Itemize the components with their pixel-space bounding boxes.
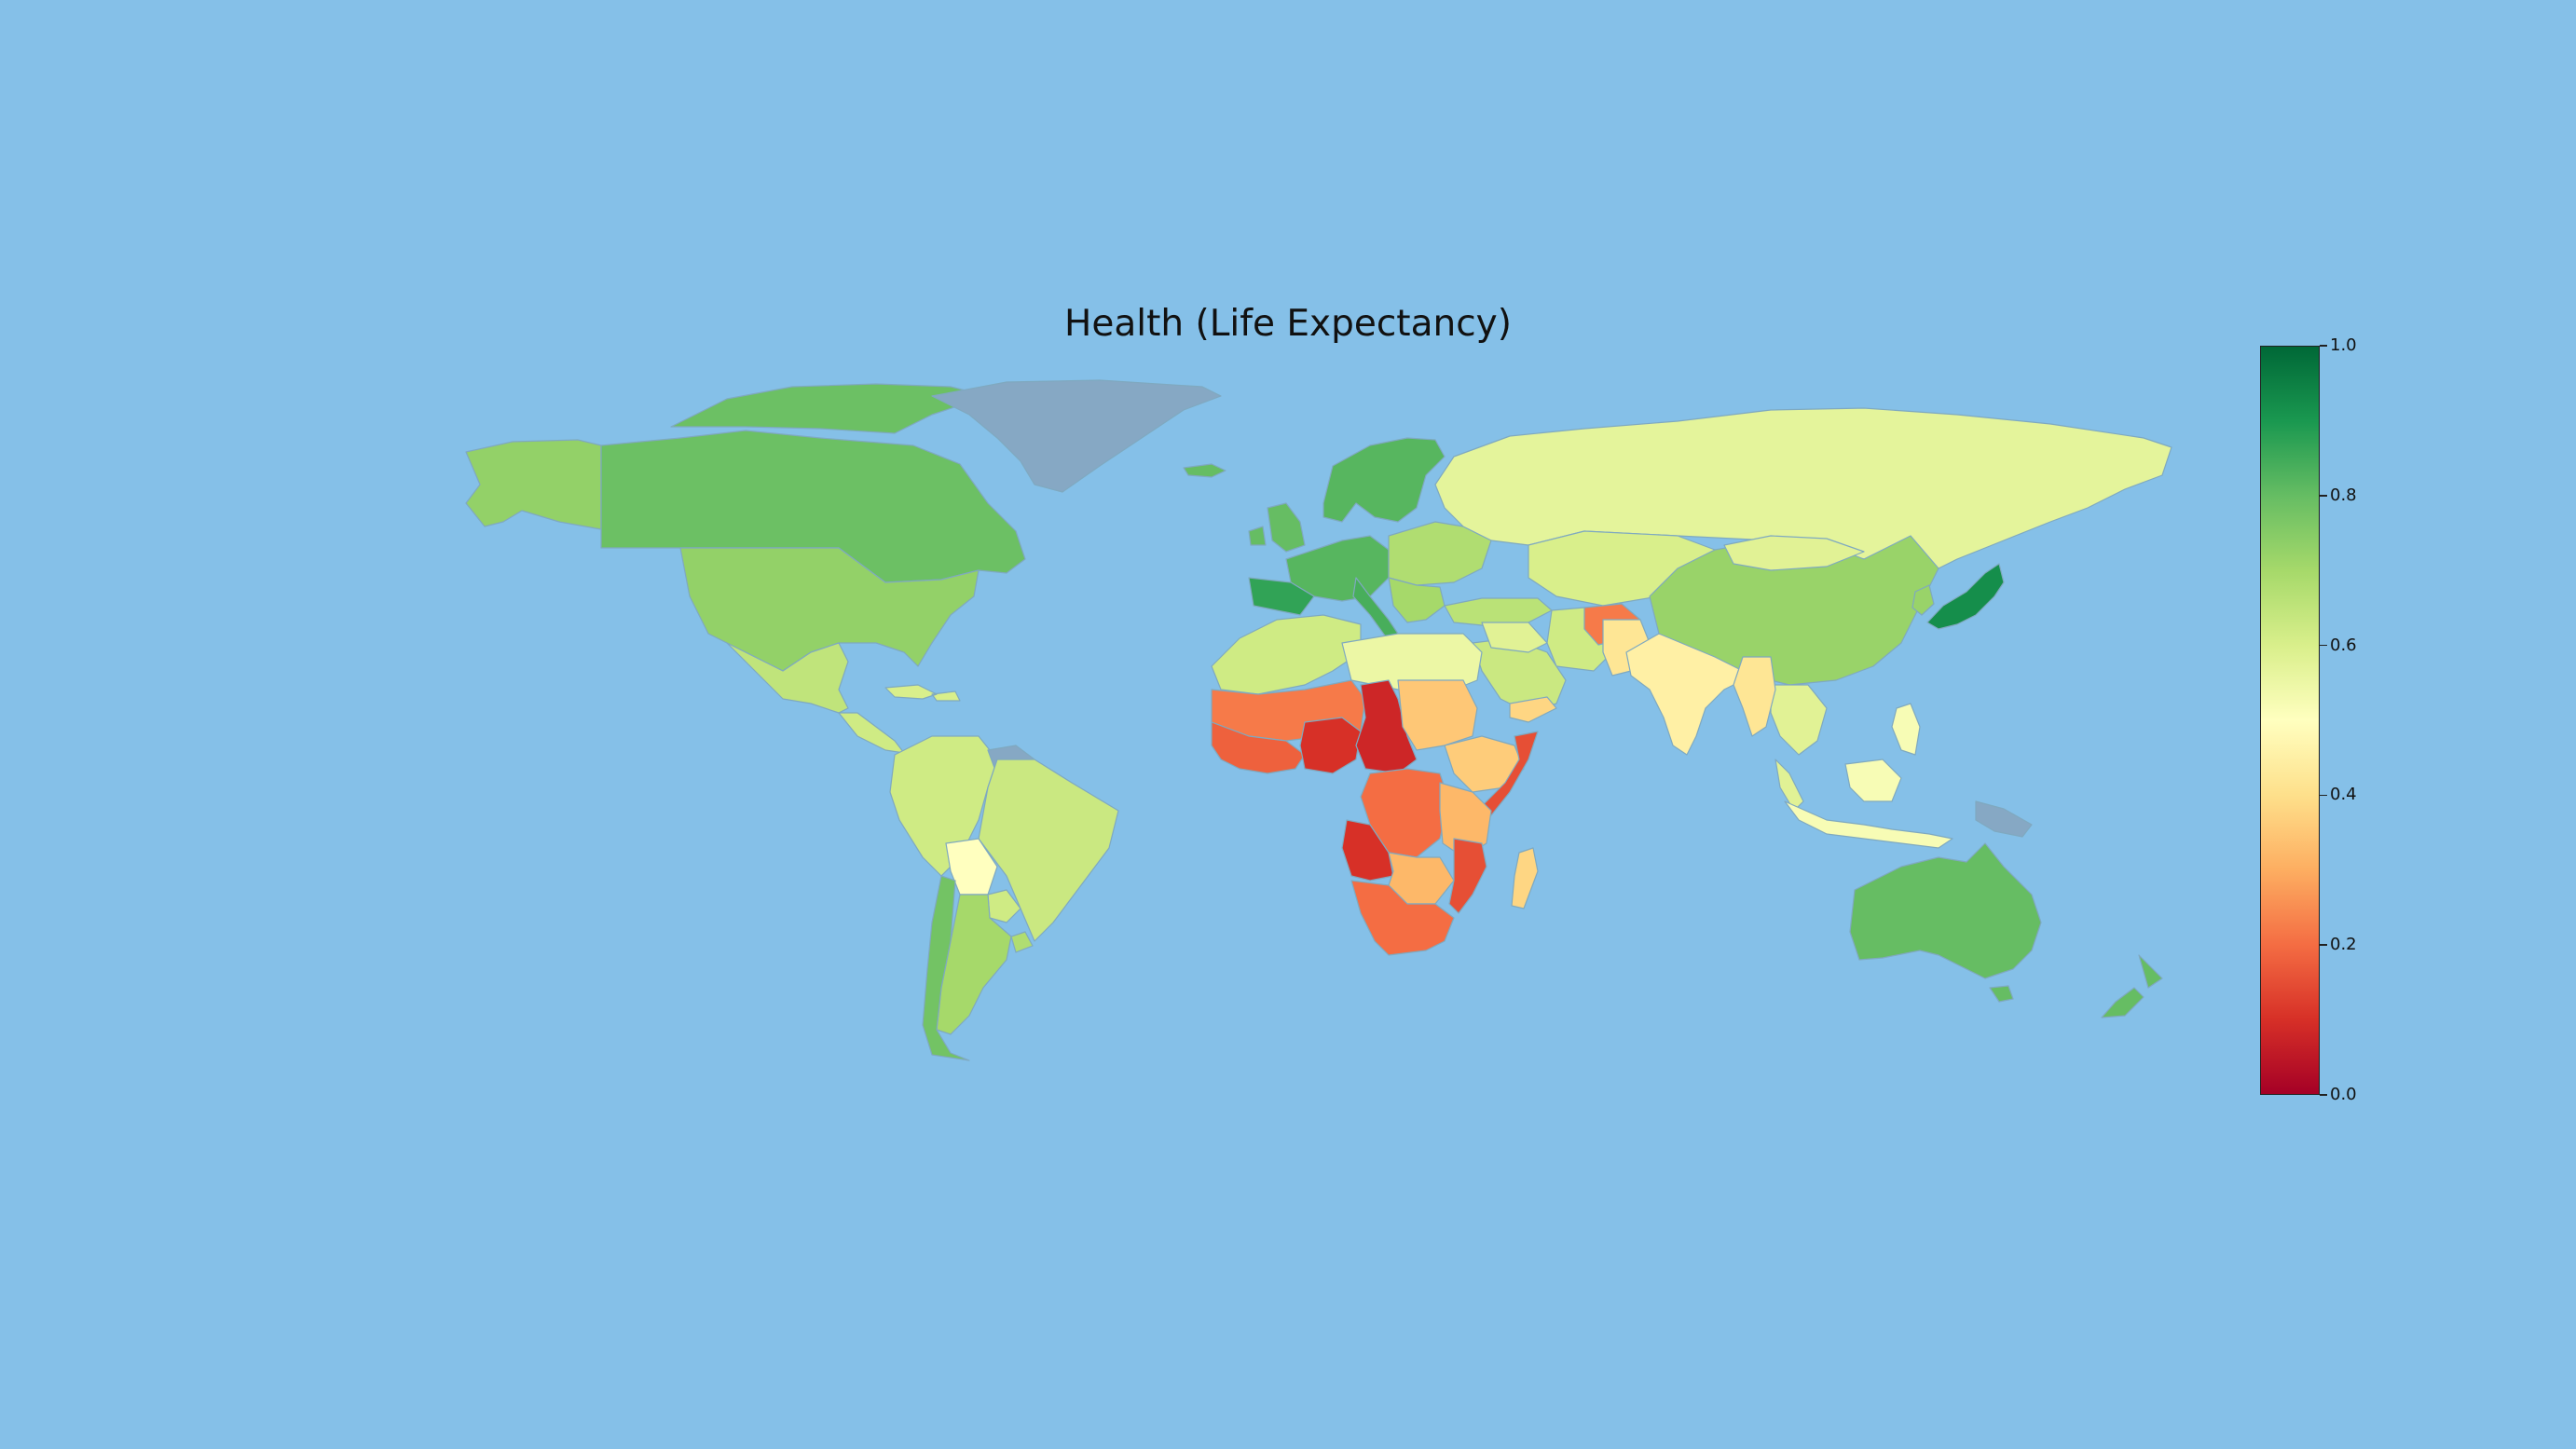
colorbar-tick-label: 0.4 <box>2330 785 2357 805</box>
region-indonesia-philippines <box>1784 703 1953 849</box>
colorbar-tick <box>2320 644 2327 647</box>
region-papua-new-guinea <box>1975 800 2033 838</box>
colorbar <box>2260 346 2320 1095</box>
region-somalia <box>1481 731 1539 816</box>
region-mexico <box>726 642 849 714</box>
region-angola <box>1341 819 1394 882</box>
colorbar-tick-label: 0.0 <box>2330 1085 2357 1104</box>
region-chad-central-african-republic <box>1355 679 1418 774</box>
colorbar-tick <box>2320 944 2327 946</box>
region-nigeria <box>1299 717 1362 774</box>
region-korea <box>1911 584 1935 616</box>
region-new-zealand <box>2101 954 2163 1018</box>
region-balkans <box>1388 577 1446 623</box>
region-iceland <box>1183 463 1226 478</box>
region-mozambique <box>1448 838 1487 914</box>
colorbar-tick-label: 0.8 <box>2330 485 2357 505</box>
region-uruguay <box>1010 931 1034 953</box>
region-mongolia <box>1723 535 1865 571</box>
colorbar-tick-label: 1.0 <box>2330 335 2357 355</box>
region-colombia-venezuela-ecuador-peru <box>889 735 998 877</box>
region-yemen <box>1509 696 1557 723</box>
region-greenland <box>931 379 1222 493</box>
region-madagascar <box>1511 847 1539 909</box>
region-chile <box>922 875 970 1061</box>
region-caribbean <box>884 684 961 702</box>
region-central-america <box>838 712 905 754</box>
colorbar-tick <box>2320 495 2327 497</box>
colorbar-tick <box>2320 345 2327 347</box>
map-title: Health (Life Expectancy) <box>1064 303 1512 345</box>
colorbar-tick <box>2320 1094 2327 1096</box>
region-scandinavia <box>1322 437 1446 523</box>
region-canadian-arctic-islands <box>670 383 989 434</box>
region-southeast-asia <box>1770 684 1828 812</box>
region-australia <box>1849 842 2042 1003</box>
region-west-africa <box>1211 721 1306 774</box>
region-myanmar <box>1733 656 1776 737</box>
region-congo-drc <box>1360 768 1450 858</box>
region-united-kingdom-ireland <box>1248 502 1306 553</box>
region-sudan <box>1397 679 1478 751</box>
region-southern-africa <box>1350 880 1455 956</box>
region-alaska <box>465 439 602 530</box>
region-spain-portugal <box>1248 577 1315 616</box>
colorbar-tick <box>2320 794 2327 797</box>
region-japan <box>1926 563 2005 630</box>
region-turkey <box>1444 597 1553 627</box>
colorbar-tick-label: 0.2 <box>2330 935 2357 955</box>
region-iraq-syria <box>1481 622 1548 653</box>
colorbar-tick-label: 0.6 <box>2330 635 2357 655</box>
